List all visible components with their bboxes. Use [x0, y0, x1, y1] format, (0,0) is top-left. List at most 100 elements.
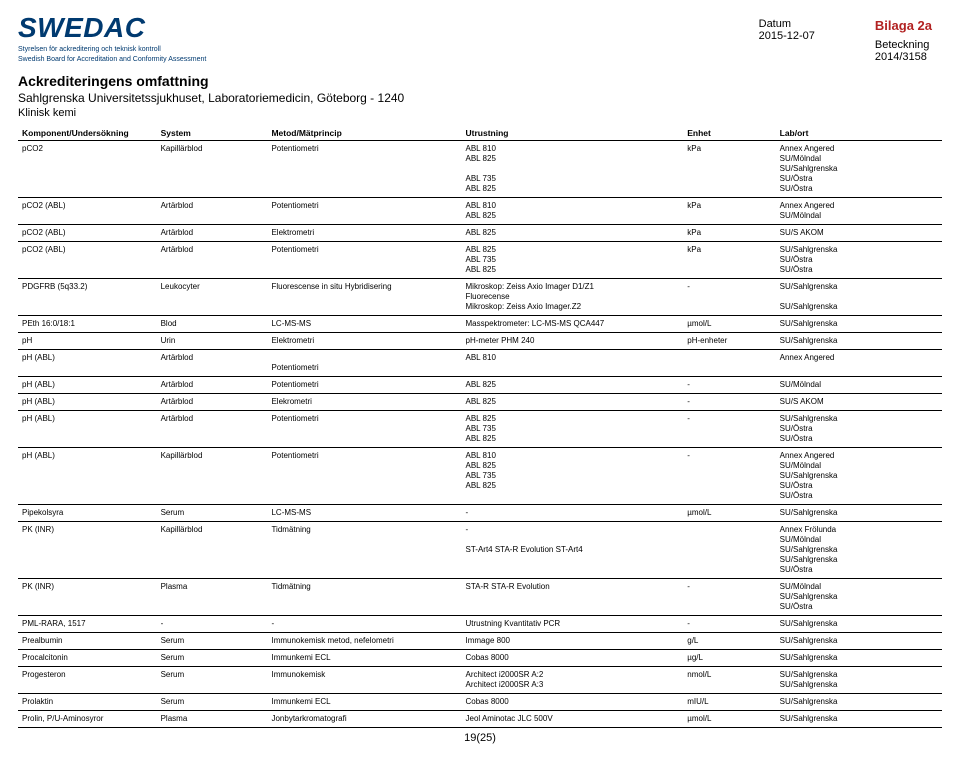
table-cell: pH-enheter	[683, 333, 775, 350]
table-row: pCO2KapillärblodPotentiometriABL 810 ABL…	[18, 141, 942, 198]
table-cell: g/L	[683, 633, 775, 650]
table-cell: Artärblod	[157, 225, 268, 242]
table-row: ProlaktinSerumImmunkemi ECLCobas 8000mIU…	[18, 694, 942, 711]
table-cell: SU/Sahlgrenska	[776, 650, 942, 667]
table-cell: Serum	[157, 505, 268, 522]
table-cell: -	[683, 394, 775, 411]
table-cell: Elekrometri	[267, 394, 461, 411]
table-cell: Progesteron	[18, 667, 157, 694]
table-cell: Leukocyter	[157, 279, 268, 316]
col-labort: Lab/ort	[776, 125, 942, 141]
table-cell: Fluorescense in situ Hybridisering	[267, 279, 461, 316]
table-cell: Annex Angered SU/Mölndal	[776, 198, 942, 225]
table-cell: Architect i2000SR A:2 Architect i2000SR …	[462, 667, 684, 694]
table-cell: pH-meter PHM 240	[462, 333, 684, 350]
table-row: PEth 16:0/18:1BlodLC-MS-MSMasspektromete…	[18, 316, 942, 333]
table-cell: kPa	[683, 141, 775, 198]
table-cell: Masspektrometer: LC-MS-MS QCA447	[462, 316, 684, 333]
table-cell: Potentiometri	[267, 350, 461, 377]
table-cell: Annex Angered	[776, 350, 942, 377]
table-row: pCO2 (ABL)ArtärblodElektrometriABL 825kP…	[18, 225, 942, 242]
datum-value: 2015-12-07	[759, 30, 815, 42]
table-cell: Immunkemi ECL	[267, 650, 461, 667]
table-cell: SU/Sahlgrenska	[776, 505, 942, 522]
table-cell: Serum	[157, 633, 268, 650]
table-cell: Cobas 8000	[462, 694, 684, 711]
table-cell: -	[683, 579, 775, 616]
table-cell: pH (ABL)	[18, 377, 157, 394]
table-row: PK (INR)KapillärblodTidmätning- ST-Art4 …	[18, 522, 942, 579]
table-cell: Potentiometri	[267, 411, 461, 448]
table-cell: pH (ABL)	[18, 350, 157, 377]
col-komponent: Komponent/Undersökning	[18, 125, 157, 141]
table-cell: Artärblod	[157, 394, 268, 411]
table-cell: ABL 810 ABL 825	[462, 198, 684, 225]
table-cell: Immunokemisk	[267, 667, 461, 694]
table-cell: nmol/L	[683, 667, 775, 694]
table-row: Prolin, P/U-AminosyrorPlasmaJonbytarkrom…	[18, 711, 942, 728]
data-table: Komponent/Undersökning System Metod/Mätp…	[18, 125, 942, 728]
table-cell: SU/Sahlgrenska	[776, 616, 942, 633]
table-cell: -	[157, 616, 268, 633]
table-cell: Annex Angered SU/Mölndal SU/Sahlgrenska …	[776, 141, 942, 198]
table-row: pH (ABL)Artärblod PotentiometriABL 810 An…	[18, 350, 942, 377]
table-row: pH (ABL)KapillärblodPotentiometriABL 810…	[18, 448, 942, 505]
table-row: pCO2 (ABL)ArtärblodPotentiometriABL 810 …	[18, 198, 942, 225]
table-cell: Tidmätning	[267, 579, 461, 616]
table-cell: Serum	[157, 694, 268, 711]
table-row: PDGFRB (5q33.2)LeukocyterFluorescense in…	[18, 279, 942, 316]
table-cell: ABL 810 ABL 825 ABL 735 ABL 825	[462, 448, 684, 505]
table-cell: mIU/L	[683, 694, 775, 711]
table-cell: kPa	[683, 198, 775, 225]
table-row: ProgesteronSerumImmunokemiskArchitect i2…	[18, 667, 942, 694]
table-cell: -	[683, 377, 775, 394]
bilaga-label: Bilaga 2a	[875, 18, 932, 33]
table-cell: Utrustning Kvantitativ PCR	[462, 616, 684, 633]
table-cell: kPa	[683, 242, 775, 279]
logo-sub2: Swedish Board for Accreditation and Conf…	[18, 56, 238, 64]
table-cell: µmol/L	[683, 316, 775, 333]
table-cell: Urin	[157, 333, 268, 350]
table-cell: ABL 810 ABL 825 ABL 735 ABL 825	[462, 141, 684, 198]
table-cell: -	[683, 616, 775, 633]
table-cell: PEth 16:0/18:1	[18, 316, 157, 333]
beteckning-value: 2014/3158	[875, 51, 932, 63]
table-row: PipekolsyraSerumLC-MS-MS-µmol/LSU/Sahlgr…	[18, 505, 942, 522]
datum-label: Datum	[759, 18, 815, 30]
table-cell	[683, 522, 775, 579]
table-cell: PK (INR)	[18, 579, 157, 616]
table-cell: µg/L	[683, 650, 775, 667]
table-row: ProcalcitoninSerumImmunkemi ECLCobas 800…	[18, 650, 942, 667]
table-cell: Pipekolsyra	[18, 505, 157, 522]
table-cell: Immunokemisk metod, nefelometri	[267, 633, 461, 650]
table-cell: kPa	[683, 225, 775, 242]
table-cell: LC-MS-MS	[267, 316, 461, 333]
beteckning-label: Beteckning	[875, 39, 932, 51]
table-cell: Artärblod	[157, 411, 268, 448]
table-cell: SU/Sahlgrenska	[776, 633, 942, 650]
table-cell: ABL 810	[462, 350, 684, 377]
table-cell: Kapillärblod	[157, 141, 268, 198]
table-cell: Potentiometri	[267, 198, 461, 225]
table-cell: SU/S AKOM	[776, 225, 942, 242]
heading-scope: Ackrediteringens omfattning	[18, 73, 942, 89]
table-cell: SU/Sahlgrenska	[776, 711, 942, 728]
table-cell: SU/S AKOM	[776, 394, 942, 411]
table-cell: Blod	[157, 316, 268, 333]
table-cell: -	[462, 505, 684, 522]
table-cell: Elektrometri	[267, 333, 461, 350]
table-cell: Tidmätning	[267, 522, 461, 579]
logo-sub1: Styrelsen för ackreditering och teknisk …	[18, 46, 238, 54]
table-cell: Elektrometri	[267, 225, 461, 242]
table-cell: pCO2 (ABL)	[18, 242, 157, 279]
table-cell: Potentiometri	[267, 141, 461, 198]
table-row: pCO2 (ABL)ArtärblodPotentiometriABL 825 …	[18, 242, 942, 279]
table-cell: Mikroskop: Zeiss Axio Imager D1/Z1 Fluor…	[462, 279, 684, 316]
table-cell: SU/Mölndal SU/Sahlgrenska SU/Östra	[776, 579, 942, 616]
table-cell: SU/Sahlgrenska SU/Sahlgrenska	[776, 279, 942, 316]
table-cell: Cobas 8000	[462, 650, 684, 667]
heading-org: Sahlgrenska Universitetssjukhuset, Labor…	[18, 91, 942, 105]
table-cell: Artärblod	[157, 350, 268, 377]
table-cell: Serum	[157, 650, 268, 667]
table-cell: Kapillärblod	[157, 522, 268, 579]
